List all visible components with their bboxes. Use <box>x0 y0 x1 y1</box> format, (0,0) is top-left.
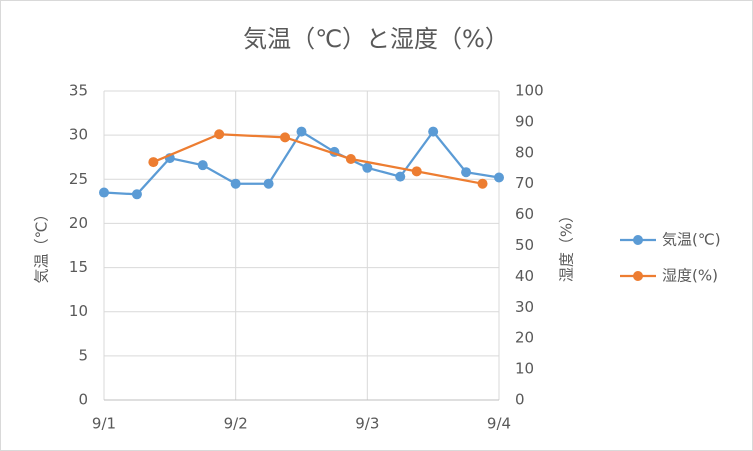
y-tick-label: 10 <box>69 302 88 320</box>
y-tick-label: 15 <box>69 258 88 276</box>
data-point <box>99 187 109 198</box>
y-tick-label: 0 <box>78 391 88 409</box>
chart-title: 気温（℃）と湿度（%） <box>243 25 509 53</box>
data-point <box>148 157 159 168</box>
y-tick-label: 20 <box>69 214 88 232</box>
y-tick-label: 35 <box>69 82 88 100</box>
y2-tick-label: 0 <box>515 391 525 409</box>
series-line <box>152 133 483 185</box>
y2-tick-label: 100 <box>515 82 544 100</box>
y2-tick-label: 70 <box>515 174 534 192</box>
y2-tick-label: 40 <box>515 267 534 285</box>
data-point <box>362 162 373 173</box>
data-point <box>197 160 208 171</box>
legend-marker <box>633 235 643 245</box>
y2-axis-label: 湿度（%） <box>558 208 576 282</box>
y2-tick-label: 60 <box>515 205 534 223</box>
legend-marker <box>633 271 643 281</box>
y-tick-label: 30 <box>69 126 88 144</box>
data-point <box>461 167 472 178</box>
y2-tick-label: 90 <box>515 112 534 130</box>
y-tick-label: 5 <box>78 346 88 364</box>
y2-tick-label: 10 <box>515 360 534 378</box>
data-point <box>230 178 241 189</box>
y2-tick-label: 80 <box>515 143 534 161</box>
data-point <box>345 153 356 164</box>
y2-tick-label: 20 <box>515 329 534 347</box>
x-tick-label: 9/4 <box>487 415 511 433</box>
data-point <box>477 178 488 189</box>
data-point <box>263 178 274 189</box>
data-point <box>280 132 291 143</box>
y2-tick-label: 50 <box>515 236 534 254</box>
y-axis-label: 気温（℃） <box>33 207 51 284</box>
data-point <box>131 189 142 200</box>
data-point <box>395 171 406 182</box>
x-tick-label: 9/1 <box>92 415 116 433</box>
data-point <box>214 129 225 140</box>
data-point <box>296 126 307 137</box>
legend-label: 気温(℃) <box>662 231 721 249</box>
y2-tick-label: 30 <box>515 298 534 316</box>
data-point <box>494 172 504 183</box>
legend-label: 湿度(%) <box>662 267 718 285</box>
data-point <box>411 166 422 177</box>
x-tick-label: 9/2 <box>224 415 248 433</box>
y-tick-label: 25 <box>69 170 88 188</box>
data-point <box>428 126 439 137</box>
x-tick-label: 9/3 <box>355 415 379 433</box>
